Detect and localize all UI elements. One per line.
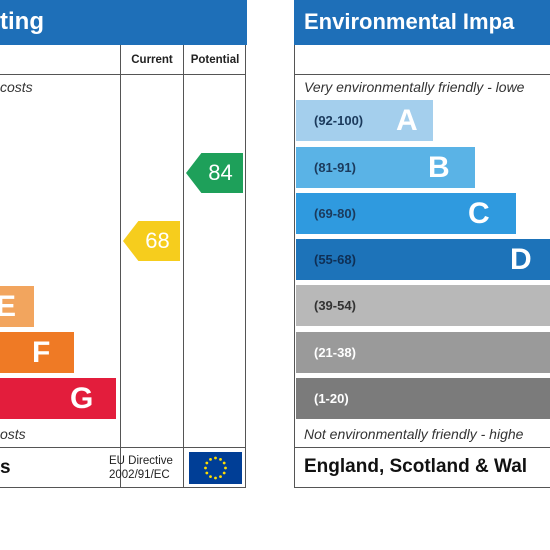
- environmental-impact-header: Environmental Impa: [294, 0, 550, 45]
- potential-column-header: Potential: [190, 54, 240, 66]
- eu-star-icon: [214, 476, 217, 480]
- env-band-f: (21-38): [296, 332, 550, 373]
- eu-star-icon: [205, 461, 209, 465]
- low-cost-note: costs: [0, 79, 33, 95]
- eu-star-icon: [219, 457, 222, 461]
- eu-star-icon: [204, 466, 207, 470]
- env-band-range-e: (39-54): [314, 298, 356, 313]
- env-band-a: (92-100) A: [296, 100, 433, 141]
- env-unfriendly-note: Not environmentally friendly - highe: [304, 426, 524, 442]
- env-band-e: (39-54): [296, 285, 550, 326]
- environmental-impact-frame: [294, 45, 550, 488]
- potential-column-divider: [183, 45, 184, 488]
- eu-star-icon: [205, 471, 209, 475]
- env-band-letter-c: C: [468, 197, 490, 230]
- env-band-range-d: (55-68): [314, 252, 356, 267]
- eu-directive-line2: 2002/91/EC: [109, 469, 170, 481]
- band-g: G: [0, 378, 116, 419]
- high-cost-note: osts: [0, 426, 26, 442]
- band-f: F: [0, 332, 74, 373]
- env-band-letter-d: D: [510, 243, 532, 276]
- band-letter-e: E: [0, 290, 17, 323]
- env-band-range-a: (92-100): [314, 113, 364, 128]
- band-letter-f: F: [32, 336, 51, 369]
- env-band-range-b: (81-91): [314, 160, 356, 175]
- energy-rating-header: ting: [0, 0, 247, 45]
- current-column-header: Current: [131, 54, 173, 66]
- env-band-range-f: (21-38): [314, 345, 356, 360]
- env-band-range-g: (1-20): [314, 391, 349, 406]
- eu-star-icon: [219, 475, 222, 479]
- env-friendly-note: Very environmentally friendly - lowe: [304, 79, 525, 95]
- env-band-letter-b: B: [428, 151, 450, 184]
- env-band-d: (55-68) D: [296, 239, 550, 280]
- eu-star-icon: [209, 457, 212, 461]
- footer-divider-right: [294, 447, 550, 448]
- eu-star-icon: [224, 466, 227, 470]
- column-header-divider: [0, 74, 246, 75]
- env-band-g: (1-20): [296, 378, 550, 419]
- band-e: E: [0, 286, 34, 327]
- environmental-impact-title: Environmental Impa: [304, 9, 515, 34]
- region-footer: England, Scotland & Wal: [304, 456, 528, 477]
- eu-star-icon: [222, 471, 226, 475]
- left-footer-fragment: s: [0, 457, 11, 478]
- env-band-b: (81-91) B: [296, 147, 475, 188]
- eu-stars-icon: [204, 456, 227, 480]
- eu-star-icon: [222, 461, 226, 465]
- env-column-header-divider: [294, 74, 550, 75]
- potential-rating-value: 84: [208, 160, 233, 185]
- eu-star-icon: [214, 456, 217, 460]
- env-band-range-c: (69-80): [314, 206, 356, 221]
- env-band-letter-a: A: [396, 104, 418, 137]
- current-rating-value: 68: [145, 228, 170, 253]
- current-column-divider: [120, 45, 121, 488]
- energy-rating-frame: [0, 45, 246, 488]
- env-band-c: (69-80) C: [296, 193, 516, 234]
- band-letter-g: G: [70, 382, 94, 415]
- eu-star-icon: [209, 475, 212, 479]
- eu-directive-line1: EU Directive: [109, 455, 173, 467]
- footer-divider-left: [0, 447, 246, 448]
- eu-directive-text: EU Directive 2002/91/EC: [109, 454, 184, 482]
- energy-rating-title-fragment: ting: [0, 8, 44, 35]
- eu-flag-icon: [189, 452, 242, 484]
